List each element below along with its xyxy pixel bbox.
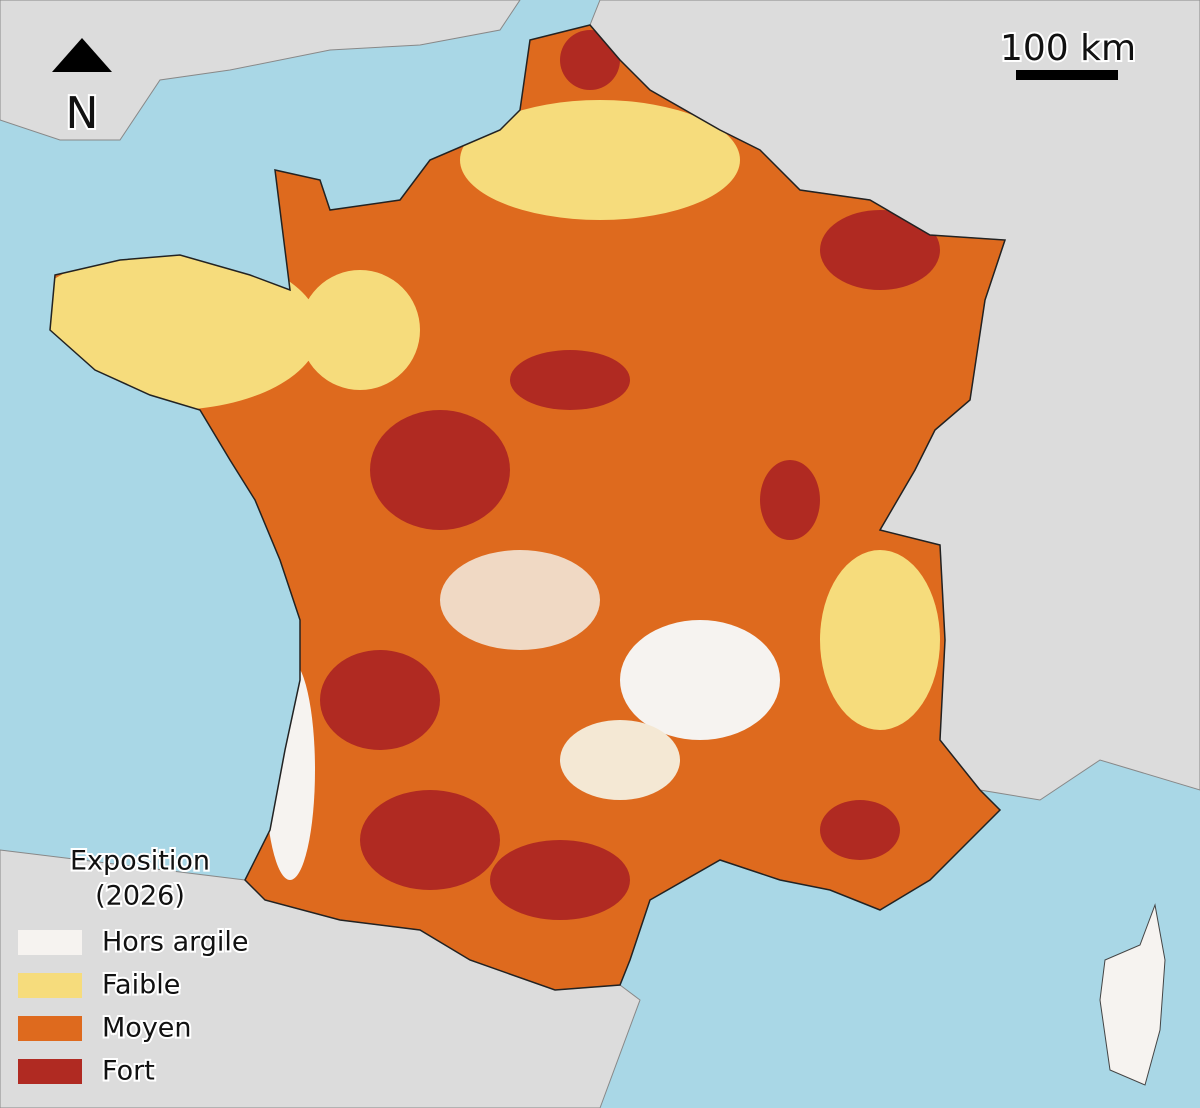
legend-label: Faible [102,970,180,1001]
legend-label: Moyen [102,1013,192,1044]
legend-title: (2026) [95,881,185,912]
uk-land [0,0,521,141]
legend-swatch [18,973,82,998]
north-label: N [66,88,99,139]
legend-label: Fort [102,1056,155,1087]
corsica [1099,903,1166,1086]
legend: Hors argile Faible Moyen Fort [18,925,251,1089]
scale-label: 100 km [1000,28,1136,69]
scale-bar [1016,70,1118,80]
north-arrow [52,38,112,72]
legend-swatch [18,1016,82,1041]
legend-title: Exposition [70,846,210,877]
legend-swatch [18,1059,82,1084]
france-outline [49,24,1007,991]
legend-label: Hors argile [102,927,249,958]
legend-swatch [18,930,82,955]
